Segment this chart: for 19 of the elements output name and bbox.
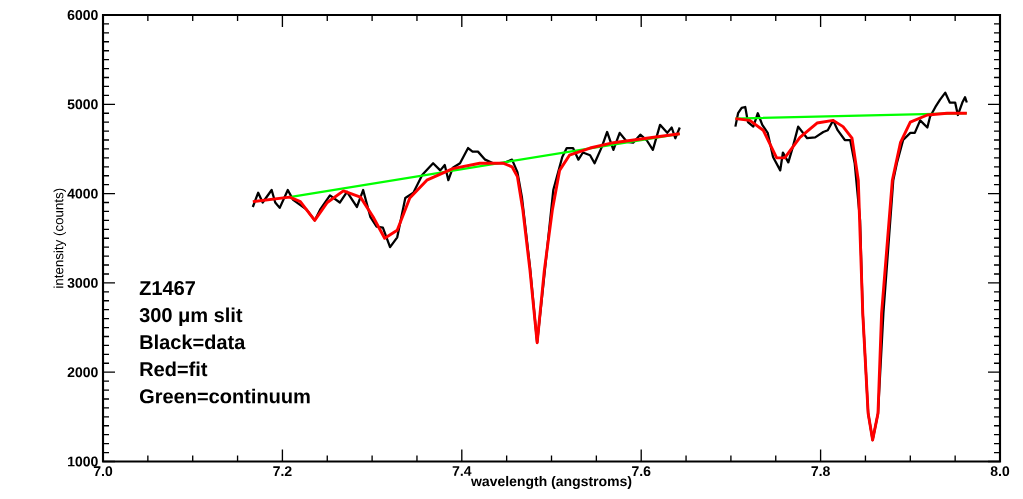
x-tick-label: 7.4 bbox=[452, 466, 472, 476]
x-tick-label: 7.6 bbox=[632, 466, 651, 477]
x-tick-label: 7.8 bbox=[811, 466, 830, 477]
y-axis-title: intensity (counts) bbox=[53, 188, 66, 288]
annotation: 300 μm slit bbox=[139, 307, 243, 327]
annotation: Black=data bbox=[140, 334, 246, 350]
x-axis-title: wavelength (angstroms) bbox=[470, 475, 632, 490]
y-tick-label: 1000 bbox=[68, 456, 98, 467]
y-tick-label: 2000 bbox=[67, 367, 98, 378]
annotation: Z1467 bbox=[139, 280, 195, 296]
y-tick-label: 6000 bbox=[67, 10, 98, 20]
y-tick-label: 4000 bbox=[67, 188, 98, 199]
annotation: Green=continuum bbox=[139, 388, 310, 404]
y-tick-label: 3000 bbox=[67, 277, 98, 288]
x-tick-label: 7.0 bbox=[93, 466, 113, 477]
x-tick-label: 8.0 bbox=[990, 466, 1010, 477]
x-tick-label: 7.2 bbox=[273, 466, 292, 476]
y-tick-label: 5000 bbox=[67, 99, 98, 110]
annotation: Red=fit bbox=[140, 361, 208, 377]
